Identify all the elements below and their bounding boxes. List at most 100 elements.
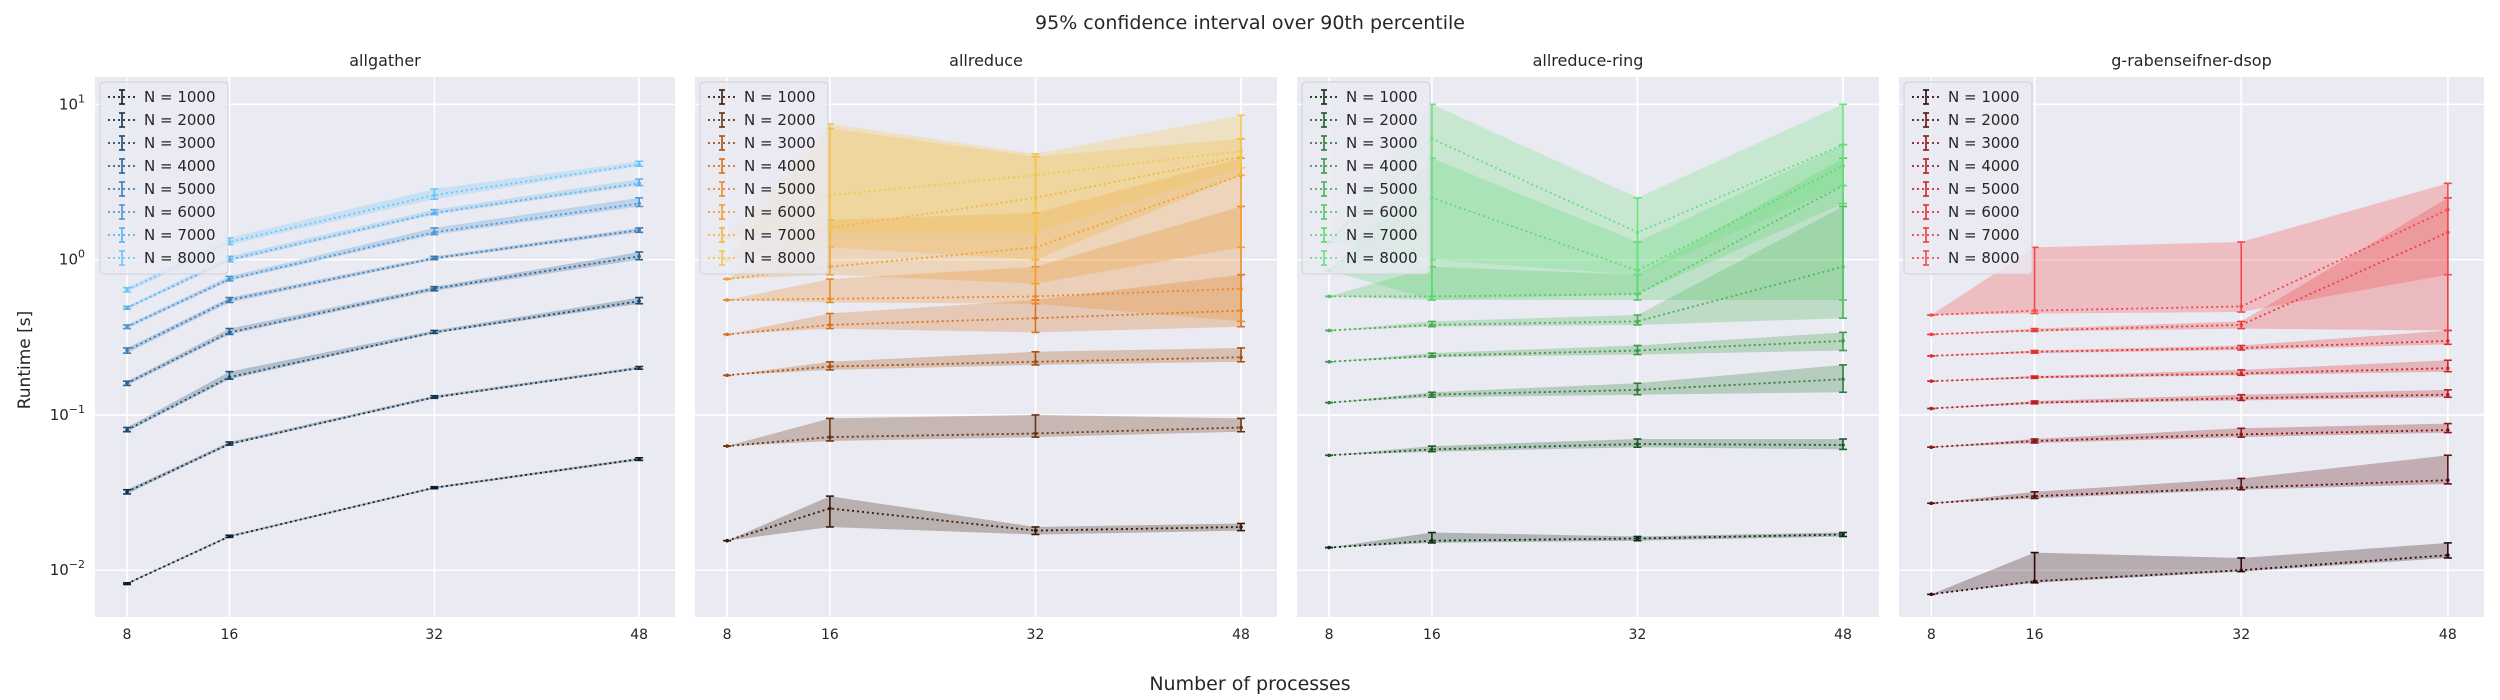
confidence-band [1931,423,2448,448]
data-point [1033,431,1038,436]
data-point [828,264,832,269]
data-point [1635,348,1640,353]
legend: N = 1000 N = 2000 N = 3000 N = 4000 N = 5000… [1903,81,2033,275]
data-point [1929,406,1934,411]
legend-label: N = 1000 [744,88,816,106]
legend-label: N = 8000 [1346,249,1418,267]
series-n=1000 [723,495,1246,543]
data-point [125,428,129,432]
confidence-band [127,252,640,386]
series-line [1329,184,1844,298]
data-point [1033,316,1038,320]
data-point [637,457,641,461]
series-n=5000 [123,227,644,354]
series-line [1329,340,1844,363]
data-point [125,489,129,494]
confidence-band [1931,542,2448,595]
confidence-band [1931,360,2448,382]
y-tick-label: 10−1 [50,403,85,424]
data-point [227,298,232,302]
series-line [727,426,1242,447]
data-point [1239,286,1243,291]
legend-label: N = 3000 [1346,134,1418,152]
data-point [2239,371,2244,376]
confidence-band [1931,197,2448,335]
x-tick-label: 48 [2439,627,2457,643]
legend-label: N = 1000 [1346,88,1418,106]
data-point [1239,149,1243,153]
data-point [432,211,437,215]
data-point [227,277,232,281]
legend-label: N = 5000 [144,180,216,198]
series-line [726,507,1242,542]
confidence-band [1329,364,1843,403]
data-point [1033,359,1038,364]
legend-label: N = 8000 [1948,249,2020,267]
series-line [727,309,1242,336]
data-point [2032,579,2037,584]
y-tick-label: 101 [59,92,85,113]
x-tick-label: 16 [1423,627,1441,643]
data-point [1239,525,1243,529]
legend-label: N = 4000 [144,157,216,175]
data-point [1841,142,1845,147]
data-point [227,534,232,539]
data-point [1327,359,1331,364]
legend-label: N = 6000 [744,203,816,221]
legend: N = 1000 N = 2000 N = 3000 N = 4000 N = 5000… [1301,81,1431,275]
x-tick-label: 48 [1834,627,1852,643]
data-point [432,286,437,291]
data-point [1841,443,1845,447]
data-point [1239,355,1243,360]
data-point [637,254,641,259]
series-n=3000 [1927,422,2452,449]
x-tick-label: 8 [1325,627,1334,643]
data-point [2239,432,2244,437]
data-point [1635,388,1640,392]
series-line [1931,208,2449,316]
legend-label: N = 5000 [744,180,816,198]
legend-label: N = 5000 [1948,180,2020,198]
data-point [725,444,729,448]
confidence-band [1329,439,1843,456]
series-line [1329,378,1844,404]
data-point [637,299,641,304]
x-tick-label: 32 [425,627,443,643]
legend-label: N = 3000 [144,134,216,152]
series-line [1931,393,2448,410]
series-n=2000 [123,365,644,495]
data-point [432,330,437,335]
series-line [1931,429,2448,449]
data-point [1033,173,1038,177]
confidence-band [127,179,640,310]
data-point [227,257,232,262]
series-n=4000 [1927,389,2452,411]
x-axis-label: Number of processes [1149,673,1350,695]
confidence-band [727,414,1241,447]
series-line [1931,367,2448,383]
confidence-band [1329,332,1843,362]
data-point [1929,501,1934,506]
x-tick-label: 8 [723,627,732,643]
series-line [126,202,640,328]
data-point [2446,392,2450,397]
legend-box [1903,81,2033,275]
series-n=3000 [723,347,1246,378]
legend-label: N = 6000 [144,203,216,221]
confidence-band [1329,104,1843,275]
legend-label: N = 8000 [744,249,816,267]
data-point [828,364,832,369]
series-n=1000 [1325,531,1848,550]
data-point [828,296,832,301]
data-point [1239,425,1243,430]
data-point [227,375,232,380]
subplot-title: allreduce [949,51,1023,70]
data-point [2032,328,2037,333]
data-point [725,373,729,378]
data-point [1635,319,1640,324]
legend-label: N = 4000 [1346,157,1418,175]
data-point [1430,392,1434,397]
